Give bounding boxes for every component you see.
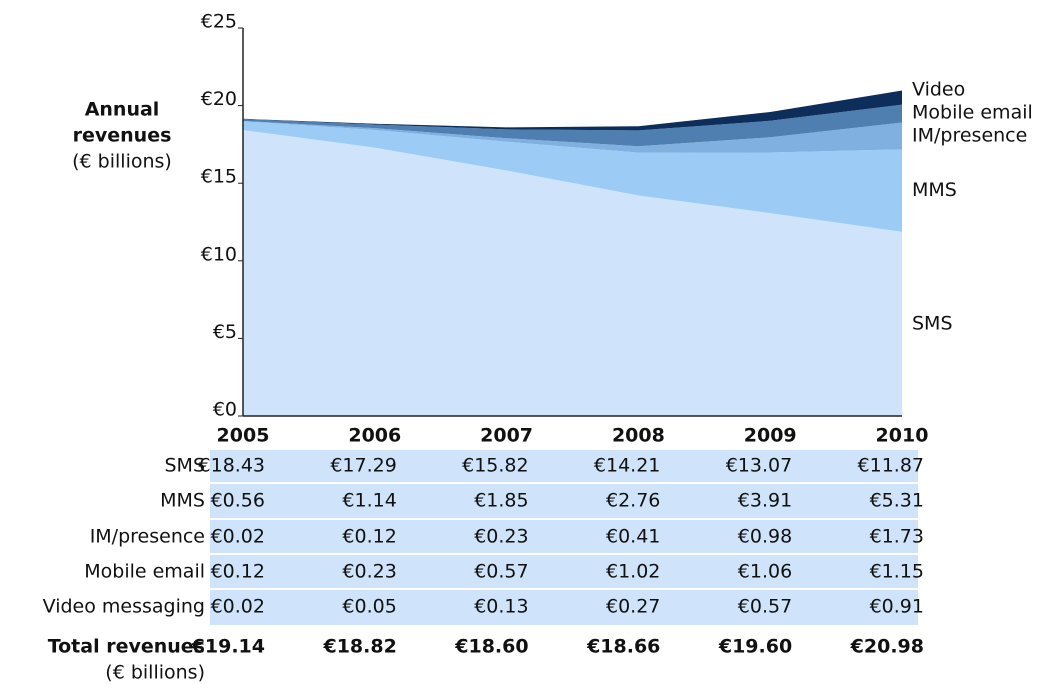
x-tick-label: 2009 [744, 425, 797, 447]
table-cell: €0.02 [211, 526, 265, 548]
table-cell: €0.13 [474, 596, 528, 618]
table-cell: €0.23 [474, 526, 528, 548]
table-cell: €0.02 [211, 596, 265, 618]
x-tick-label: 2005 [217, 425, 270, 447]
x-tick-label: 2007 [480, 425, 533, 447]
table-cell: €1.73 [870, 526, 924, 548]
table-cell: €0.12 [342, 526, 396, 548]
x-tick-label: 2008 [612, 425, 665, 447]
total-cell: €20.98 [850, 636, 924, 658]
table-cell: €0.56 [211, 490, 265, 512]
total-sublabel: (€ billions) [105, 662, 205, 684]
y-tick-label: €5 [213, 321, 237, 343]
area [243, 121, 902, 232]
table-cell: €1.06 [738, 561, 792, 583]
x-tick-label: 2006 [348, 425, 401, 447]
table-cell: €0.27 [606, 596, 660, 618]
y-axis-label: (€ billions) [72, 151, 172, 173]
y-axis-label: revenues [73, 125, 172, 147]
series-label: IM/presence [912, 124, 1027, 146]
table-cell: €1.02 [606, 561, 660, 583]
table-cell: €14.21 [594, 455, 660, 477]
total-cell: €19.60 [718, 636, 792, 658]
x-tick-label: 2010 [876, 425, 929, 447]
area [243, 90, 902, 131]
y-tick-label: €10 [201, 243, 237, 265]
table-cell: €0.41 [606, 526, 660, 548]
table-cell: €15.82 [462, 455, 528, 477]
y-tick-label: €15 [201, 166, 237, 188]
series-label: Mobile email [912, 101, 1033, 123]
total-cell: €18.82 [322, 636, 396, 658]
table-background [210, 450, 918, 625]
table-cell: €17.29 [330, 455, 396, 477]
table-cell: €5.31 [870, 490, 924, 512]
y-axis-label: Annual [85, 99, 160, 121]
table-cell: €3.91 [738, 490, 792, 512]
table-cell: €0.57 [474, 561, 528, 583]
series-label: Video [912, 78, 965, 100]
area [243, 129, 902, 416]
table-row-label: Video messaging [43, 596, 205, 618]
table-row-label: Mobile email [84, 561, 205, 583]
table-row-label: SMS [164, 455, 205, 477]
table-cell: €2.76 [606, 490, 660, 512]
table-cell: €1.14 [342, 490, 396, 512]
table-cell: €0.57 [738, 596, 792, 618]
series-label: MMS [912, 179, 957, 201]
table-cell: €0.91 [870, 596, 924, 618]
table-cell: €0.98 [738, 526, 792, 548]
table-cell: €1.85 [474, 490, 528, 512]
total-cell: €18.66 [586, 636, 660, 658]
table-row-label: IM/presence [90, 526, 205, 548]
table-cell: €0.23 [342, 561, 396, 583]
table-cell: €11.87 [858, 455, 924, 477]
table-cell: €0.05 [342, 596, 396, 618]
table-row-label: MMS [160, 490, 205, 512]
table-cell: €0.12 [211, 561, 265, 583]
table-cell: €18.43 [199, 455, 265, 477]
total-label: Total revenues [48, 636, 205, 658]
series-label: SMS [912, 312, 953, 334]
table-cell: €1.15 [870, 561, 924, 583]
total-cell: €18.60 [454, 636, 528, 658]
y-tick-label: €20 [201, 88, 237, 110]
area [243, 120, 902, 153]
area [243, 104, 902, 147]
total-cell: €19.14 [191, 636, 265, 658]
y-tick-label: €25 [201, 11, 237, 33]
table-cell: €13.07 [726, 455, 792, 477]
y-tick-label: €0 [213, 399, 237, 421]
